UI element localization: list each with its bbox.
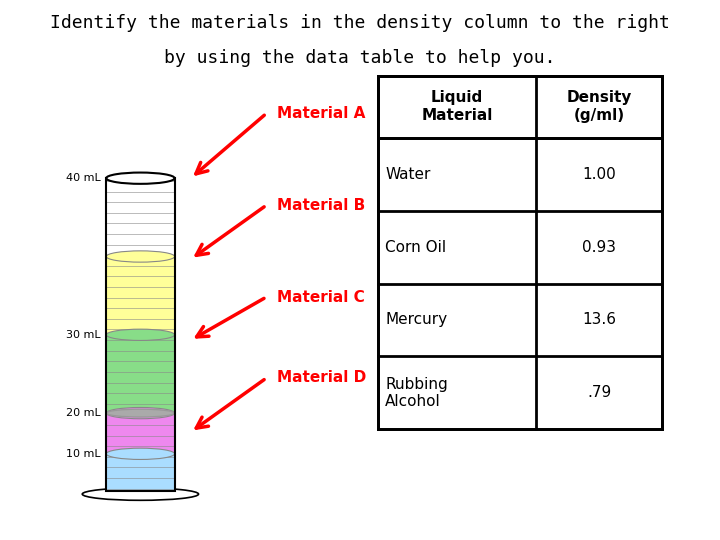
Text: Material C: Material C <box>277 289 365 305</box>
Bar <box>107 413 175 454</box>
Text: by using the data table to help you.: by using the data table to help you. <box>164 49 556 66</box>
Ellipse shape <box>107 448 175 460</box>
Text: Corn Oil: Corn Oil <box>385 240 446 254</box>
Ellipse shape <box>82 488 199 500</box>
Text: .79: .79 <box>588 386 611 400</box>
Text: 10 mL: 10 mL <box>66 449 101 459</box>
Text: 1.00: 1.00 <box>582 167 616 181</box>
Text: Identify the materials in the density column to the right: Identify the materials in the density co… <box>50 14 670 31</box>
Bar <box>107 335 175 413</box>
Text: 0.93: 0.93 <box>582 240 616 254</box>
Text: Rubbing
Alcohol: Rubbing Alcohol <box>385 377 448 409</box>
Text: Material A: Material A <box>277 106 366 121</box>
Bar <box>107 178 175 491</box>
Text: Material D: Material D <box>277 370 366 386</box>
Ellipse shape <box>107 329 175 340</box>
Text: 20 mL: 20 mL <box>66 408 101 418</box>
Bar <box>378 76 662 429</box>
Bar <box>107 256 175 335</box>
Bar <box>378 76 662 138</box>
Ellipse shape <box>107 251 175 262</box>
Text: 30 mL: 30 mL <box>66 330 101 340</box>
Text: Water: Water <box>385 167 431 181</box>
Ellipse shape <box>107 408 175 418</box>
Text: 13.6: 13.6 <box>582 313 616 327</box>
Bar <box>107 454 175 491</box>
Text: 40 mL: 40 mL <box>66 173 101 183</box>
Ellipse shape <box>107 409 175 417</box>
Text: Liquid
Material: Liquid Material <box>421 90 493 123</box>
Text: Mercury: Mercury <box>385 313 447 327</box>
Text: Material B: Material B <box>277 198 366 213</box>
Ellipse shape <box>107 173 175 184</box>
Text: Density
(g/ml): Density (g/ml) <box>567 90 632 123</box>
